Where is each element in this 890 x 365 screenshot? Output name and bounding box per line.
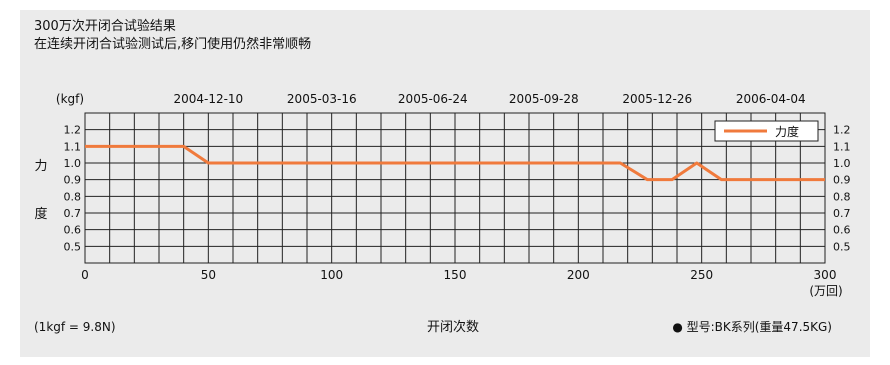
y-tick-label-right: 1.2	[833, 124, 851, 137]
x-axis-label: 开闭次数	[427, 319, 479, 335]
date-tick-label: 2005-06-24	[398, 92, 468, 106]
y-axis-label-char: 度	[34, 206, 47, 222]
date-tick-label: 2005-03-16	[287, 92, 357, 106]
y-tick-label-left: 0.5	[64, 240, 82, 253]
x-tick-label: 50	[201, 268, 216, 282]
y-tick-label-left: 1.0	[64, 157, 82, 170]
legend-label: 力度	[775, 124, 799, 139]
y-tick-label-right: 0.9	[833, 174, 851, 187]
date-tick-label: 2005-09-28	[509, 92, 579, 106]
date-tick-label: 2004-12-10	[173, 92, 243, 106]
y-tick-label-left: 0.9	[64, 174, 82, 187]
x-tick-label: 200	[567, 268, 590, 282]
unit-note: (1kgf = 9.8N)	[34, 320, 116, 334]
x-tick-label: 300	[814, 268, 837, 282]
y-tick-label-right: 0.8	[833, 190, 851, 203]
chart-title: 300万次开闭合试验结果	[34, 19, 176, 34]
y-tick-label-right: 0.5	[833, 240, 851, 253]
y-tick-label-right: 1.1	[833, 140, 851, 153]
y-tick-label-right: 0.6	[833, 224, 851, 237]
y-tick-label-left: 1.1	[64, 140, 82, 153]
x-tick-label: 150	[444, 268, 467, 282]
y-tick-label-left: 1.2	[64, 124, 82, 137]
series-line	[85, 144, 825, 182]
model-note: ● 型号:BK系列(重量47.5KG)	[672, 320, 832, 334]
y-tick-label-left: 0.8	[64, 190, 82, 203]
y-axis-unit: (kgf)	[56, 92, 84, 106]
x-tick-label: 250	[690, 268, 713, 282]
x-tick-label: 100	[320, 268, 343, 282]
chart-subtitle: 在连续开闭合试验测试后,移门使用仍然非常顺畅	[34, 37, 312, 52]
chart-panel	[20, 10, 870, 357]
date-tick-label: 2005-12-26	[622, 92, 692, 106]
date-tick-label: 2006-04-04	[736, 92, 806, 106]
chart-heading: 300万次开闭合试验结果 在连续开闭合试验测试后,移门使用仍然非常顺畅	[34, 18, 311, 54]
y-tick-label-left: 0.7	[64, 207, 82, 220]
y-tick-label-right: 0.7	[833, 207, 851, 220]
x-axis-unit: (万回)	[809, 284, 842, 298]
x-tick-label: 0	[81, 268, 89, 282]
y-tick-label-left: 0.6	[64, 224, 82, 237]
y-axis-label-char: 力	[34, 159, 47, 174]
y-tick-label-right: 1.0	[833, 157, 851, 170]
